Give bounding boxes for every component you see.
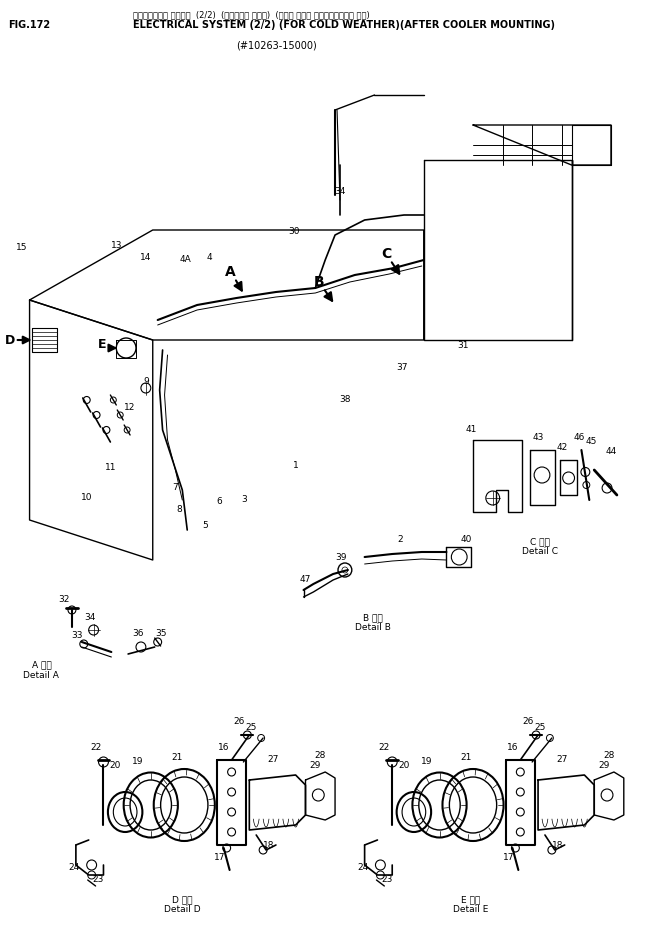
Text: Detail A: Detail A: [23, 671, 59, 679]
Text: Detail E: Detail E: [454, 905, 489, 915]
Text: 29: 29: [598, 761, 610, 769]
Text: 20: 20: [398, 761, 410, 769]
Text: 3: 3: [241, 495, 247, 505]
Text: E: E: [98, 338, 107, 351]
Text: 34: 34: [334, 188, 346, 196]
Text: Detail C: Detail C: [522, 548, 558, 556]
Text: B: B: [314, 275, 325, 289]
Text: 16: 16: [507, 744, 518, 752]
Text: 44: 44: [606, 447, 616, 457]
Text: 27: 27: [267, 755, 279, 764]
Text: 21: 21: [171, 753, 183, 763]
Text: 4A: 4A: [179, 255, 191, 265]
Text: 25: 25: [534, 723, 546, 733]
Text: 35: 35: [155, 629, 166, 639]
Text: 23: 23: [93, 875, 104, 885]
Text: 27: 27: [556, 755, 568, 764]
Text: 14: 14: [140, 253, 151, 263]
Text: 37: 37: [396, 364, 408, 372]
Text: 2: 2: [398, 536, 403, 544]
Text: 24: 24: [68, 864, 79, 872]
Text: D: D: [5, 334, 15, 346]
Text: 32: 32: [59, 596, 70, 604]
Text: 16: 16: [218, 744, 229, 752]
Text: 29: 29: [309, 761, 321, 769]
Text: E 詳細: E 詳細: [462, 896, 481, 904]
Text: 12: 12: [124, 403, 136, 413]
Text: 23: 23: [382, 875, 393, 885]
Text: 30: 30: [288, 228, 299, 236]
Text: 25: 25: [245, 723, 257, 733]
Text: 17: 17: [503, 854, 514, 863]
Text: 40: 40: [460, 536, 472, 544]
Text: エレクトリカル システム  (2/2)  (カスレイチ ショウ)  (アフタ クーラ マウンティング・ シキ): エレクトリカル システム (2/2) (カスレイチ ショウ) (アフタ クーラ …: [133, 10, 370, 19]
Text: ELECTRICAL SYSTEM (2/2) (FOR COLD WEATHER)(AFTER COOLER MOUNTING): ELECTRICAL SYSTEM (2/2) (FOR COLD WEATHE…: [133, 20, 555, 30]
Text: 7: 7: [173, 483, 178, 492]
Text: 28: 28: [604, 750, 615, 760]
Text: 47: 47: [299, 576, 311, 584]
Text: 18: 18: [263, 840, 275, 850]
Text: D 詳細: D 詳細: [172, 896, 193, 904]
Text: 33: 33: [71, 630, 83, 640]
Text: A 詳細: A 詳細: [31, 660, 51, 670]
Text: 21: 21: [460, 753, 472, 763]
Text: C: C: [381, 247, 392, 261]
Text: 28: 28: [315, 750, 326, 760]
Text: FIG.172: FIG.172: [8, 20, 50, 30]
Text: Detail D: Detail D: [164, 905, 201, 915]
Text: 46: 46: [574, 433, 585, 443]
Text: 24: 24: [357, 864, 368, 872]
Text: 43: 43: [532, 433, 544, 443]
Text: 11: 11: [105, 463, 116, 473]
Text: 20: 20: [109, 761, 121, 769]
Text: 22: 22: [90, 744, 101, 752]
Text: 22: 22: [379, 744, 390, 752]
Text: 36: 36: [132, 629, 143, 639]
Text: 4: 4: [206, 253, 211, 263]
Text: 42: 42: [556, 444, 568, 452]
Text: 31: 31: [458, 340, 469, 350]
Text: 38: 38: [339, 396, 351, 404]
Text: Detail B: Detail B: [355, 624, 390, 632]
Text: 13: 13: [111, 240, 122, 250]
Text: 18: 18: [552, 840, 564, 850]
Text: 19: 19: [132, 758, 143, 766]
Text: 9: 9: [143, 377, 149, 386]
Text: 8: 8: [177, 506, 182, 515]
Text: 41: 41: [466, 426, 477, 434]
Text: 10: 10: [81, 493, 93, 503]
Text: (#10263-15000): (#10263-15000): [237, 40, 317, 50]
Text: A: A: [225, 265, 236, 279]
Text: 15: 15: [16, 244, 27, 252]
Text: 26: 26: [233, 718, 245, 727]
Text: 39: 39: [336, 552, 347, 562]
Text: 45: 45: [586, 437, 597, 446]
Text: 1: 1: [293, 461, 299, 470]
Text: 34: 34: [84, 613, 95, 622]
Text: 5: 5: [202, 521, 208, 529]
Text: 17: 17: [214, 854, 225, 863]
Text: 26: 26: [522, 718, 534, 727]
Text: 19: 19: [421, 758, 432, 766]
Text: C 詳細: C 詳細: [530, 537, 550, 547]
Text: 6: 6: [216, 497, 221, 507]
Text: B 詳細: B 詳細: [363, 613, 382, 623]
